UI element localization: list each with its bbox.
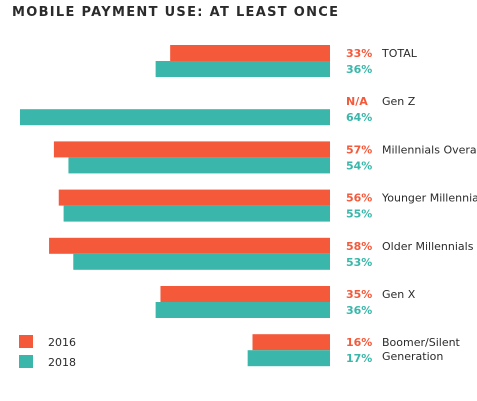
bar-2018 — [155, 61, 330, 77]
bar-2016 — [58, 189, 330, 206]
chart-title: MOBILE PAYMENT USE: AT LEAST ONCE — [12, 5, 340, 20]
legend-label: 2018 — [48, 356, 76, 369]
category-label: Gen Z — [382, 95, 416, 108]
bar-2018 — [20, 109, 330, 126]
bar-2018 — [155, 302, 330, 318]
category-label: Younger Millennials — [381, 192, 477, 205]
data-label: 16% — [346, 336, 372, 349]
category-label: Generation — [382, 350, 443, 363]
bar-2016 — [170, 45, 330, 61]
bar-2018 — [247, 350, 330, 367]
category-label: Millennials Overall — [382, 143, 477, 156]
data-label: 53% — [346, 256, 372, 269]
bar-2018 — [73, 253, 330, 270]
data-label: 33% — [346, 47, 372, 60]
category-label: Boomer/Silent — [382, 336, 461, 349]
category-label: Older Millennials — [382, 240, 474, 253]
category-label: Gen X — [382, 288, 416, 301]
data-label: 55% — [346, 208, 372, 221]
bar-2016 — [252, 334, 330, 351]
data-label: N/A — [346, 95, 368, 108]
legend-label: 2016 — [48, 336, 76, 349]
data-label: 56% — [346, 192, 372, 205]
bar-2016 — [160, 286, 330, 302]
data-label: 36% — [346, 63, 372, 76]
bar-2016 — [49, 237, 330, 254]
legend-swatch-2018 — [19, 355, 33, 368]
data-label: 35% — [346, 288, 372, 301]
data-label: 64% — [346, 111, 372, 124]
category-label: TOTAL — [381, 47, 418, 60]
data-label: 54% — [346, 159, 372, 172]
data-label: 36% — [346, 304, 372, 317]
data-label: 57% — [346, 143, 372, 156]
data-label: 17% — [346, 352, 372, 365]
data-label: 58% — [346, 240, 372, 253]
bar-2016 — [53, 141, 330, 158]
bar-2018 — [68, 157, 330, 174]
legend-swatch-2016 — [19, 335, 33, 348]
bar-2018 — [63, 205, 330, 222]
